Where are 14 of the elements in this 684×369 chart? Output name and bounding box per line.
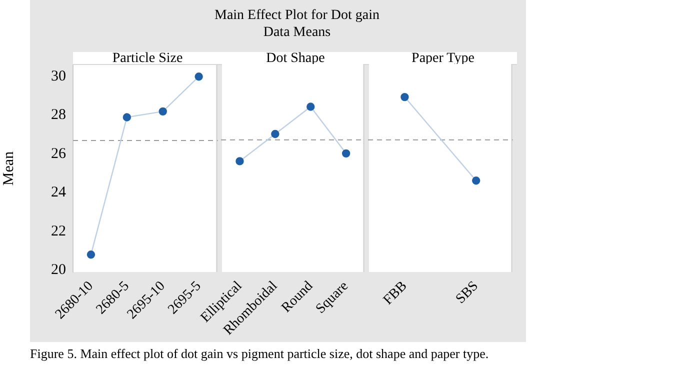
y-tick-label: 20 xyxy=(51,262,66,278)
y-tick-label: 24 xyxy=(51,184,66,201)
chart-title: Particle Size xyxy=(73,51,222,66)
chart-title: Dot Shape xyxy=(222,51,369,66)
y-tick-label: 30 xyxy=(51,68,66,85)
text: Data Means xyxy=(262,25,332,41)
y-tick-label: 26 xyxy=(51,146,66,162)
x-tick-label: SBS xyxy=(453,278,482,307)
caption: Figure 5. Main effect plot of dot gain vs pigment particle size, dot shape and paper type. xyxy=(30,346,489,362)
text: Main Effect Plot for Dot gain xyxy=(214,8,380,24)
y-axis-title: Mean xyxy=(0,150,17,186)
y-tick-label: 22 xyxy=(51,223,66,240)
x-tick-label: FBB xyxy=(380,278,410,308)
y-tick-label: 28 xyxy=(51,107,66,124)
